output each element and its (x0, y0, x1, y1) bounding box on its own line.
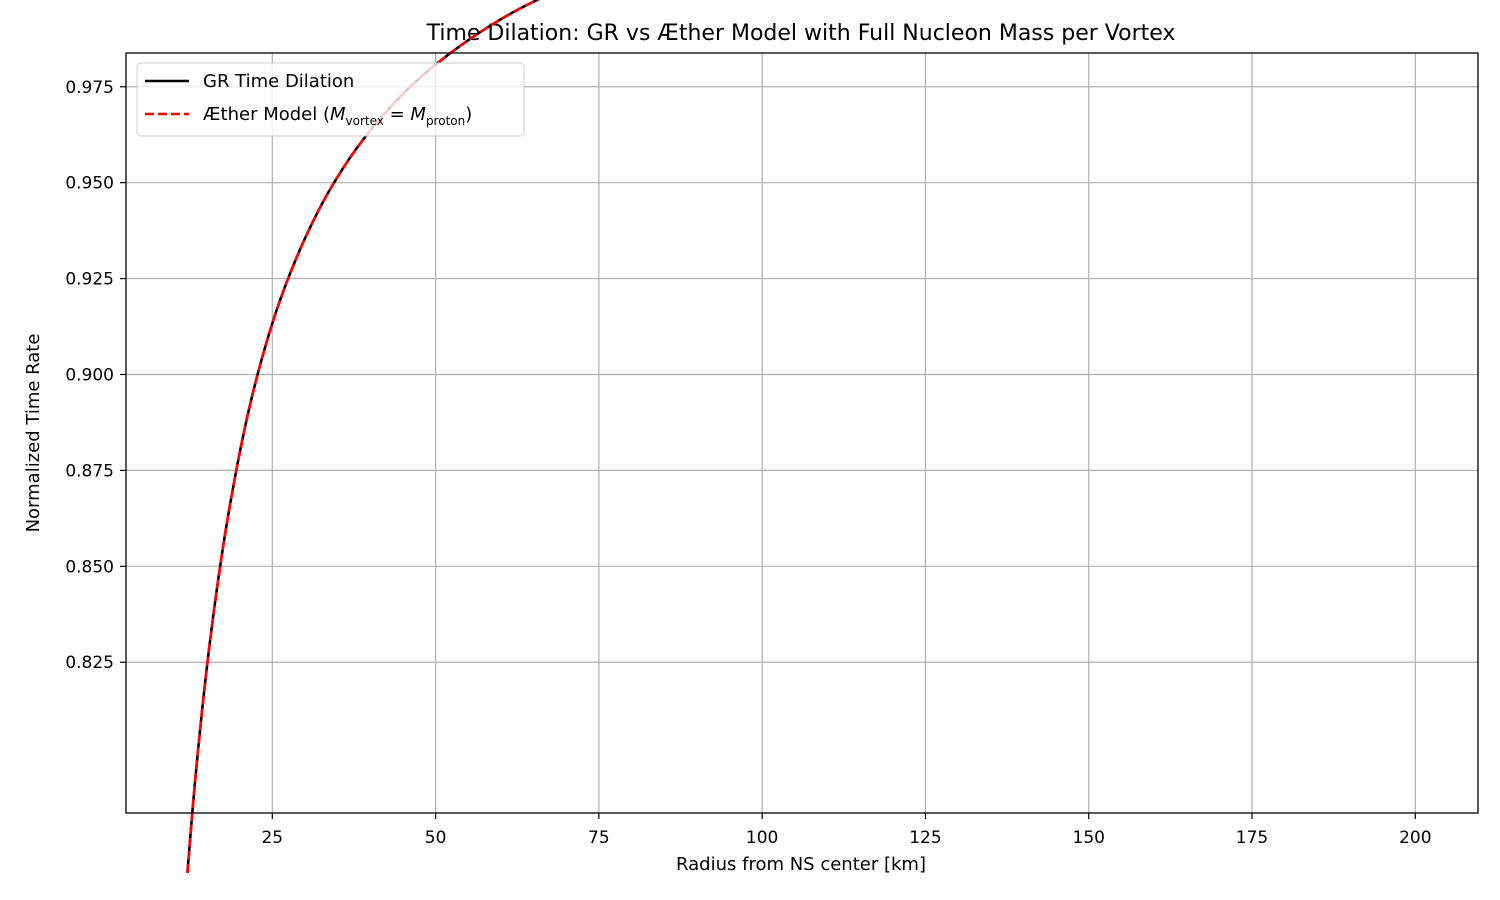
legend: GR Time Dilation Æther Model (Mvortex = … (136, 62, 525, 137)
legend-equals: = (384, 104, 411, 125)
chart-title: Time Dilation: GR vs Æther Model with Fu… (426, 21, 1176, 46)
legend-box (136, 62, 525, 137)
y-tick-label: 0.975 (65, 78, 114, 98)
grid (126, 53, 1478, 813)
x-tick-label: 125 (909, 828, 941, 848)
ticks: 25 50 75 100 125 150 175 200 0.825 0.850 0.875 0.90… (65, 78, 1431, 848)
legend-sub-proton: proton (426, 114, 465, 128)
y-tick-label: 0.900 (65, 365, 114, 385)
y-tick-label: 0.850 (65, 557, 114, 577)
legend-sub-vortex: vortex (346, 114, 384, 128)
y-tick-label: 0.950 (65, 174, 114, 194)
legend-m-proton: M (410, 104, 426, 125)
y-tick-label: 0.925 (65, 270, 114, 290)
x-tick-label: 75 (588, 828, 610, 848)
y-tick-label: 0.875 (65, 461, 114, 481)
legend-aether-label: Æther Model (Mvortex = Mproton) (203, 104, 472, 128)
y-axis-label: Normalized Time Rate (23, 334, 44, 533)
legend-suffix: ) (465, 104, 472, 125)
x-tick-label: 200 (1399, 828, 1431, 848)
x-tick-label: 25 (261, 828, 283, 848)
y-tick-label: 0.825 (65, 653, 114, 673)
x-tick-label: 150 (1073, 828, 1105, 848)
legend-gr-label: GR Time Dilation (203, 71, 354, 92)
legend-aether-prefix: Æther Model ( (203, 104, 330, 125)
x-tick-label: 175 (1236, 828, 1268, 848)
x-tick-label: 50 (425, 828, 447, 848)
legend-m-vortex: M (330, 104, 346, 125)
plot-frame (125, 52, 1479, 814)
x-tick-label: 100 (746, 828, 778, 848)
x-axis-label: Radius from NS center [km] (676, 854, 926, 875)
